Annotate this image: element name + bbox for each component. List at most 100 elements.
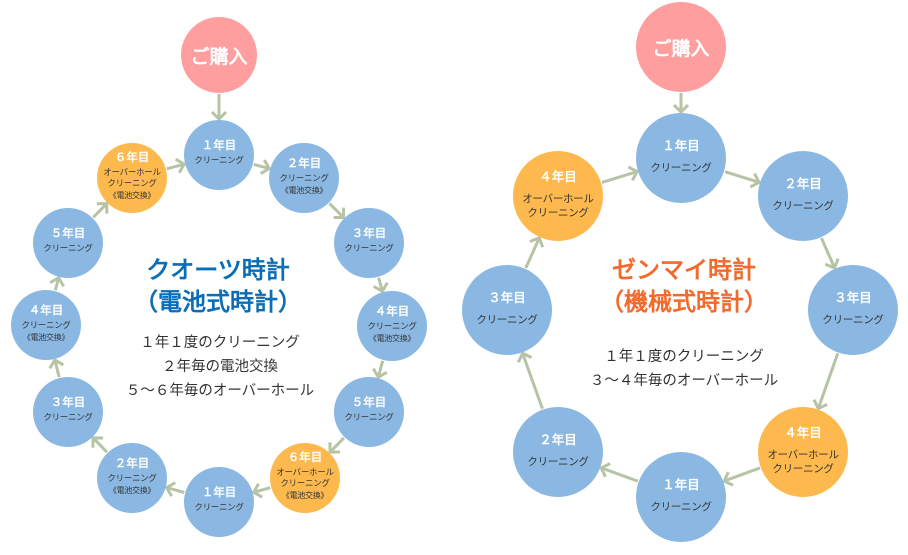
node-task-label: クリーニング (527, 207, 589, 219)
quartz-purchase-node: ご購入 (181, 17, 257, 93)
node-task-label: クリーニング (344, 413, 394, 423)
quartz-desc-line: ５～６年毎のオーバーホール (125, 383, 315, 399)
node-task-label: 《電池交換》 (108, 191, 156, 200)
arrow-head (328, 442, 340, 454)
node-year-label: １年目 (662, 138, 700, 153)
arrow-head (91, 436, 103, 448)
node-year-label: １年目 (201, 138, 237, 152)
arrow-head (210, 110, 228, 122)
node-year-label: ３年目 (488, 290, 526, 305)
arrow-line (524, 237, 541, 269)
quartz-desc-line: １年１度のクリーニング (140, 335, 300, 351)
arrow-line (328, 436, 346, 454)
node-year-label: ４年目 (784, 425, 822, 440)
arrow-head (372, 367, 388, 380)
quartz-year-node: １年目クリーニング (184, 120, 254, 190)
node-task-label: クリーニング (280, 479, 330, 489)
node-year-label: ５年目 (351, 395, 387, 409)
arrow-line (53, 277, 61, 291)
node-task-label: クリーニング (344, 244, 394, 254)
arrow-head (48, 357, 65, 370)
node-task-label: クリーニング (650, 501, 712, 513)
node-year-label: ２年目 (114, 455, 150, 470)
arrow-line (91, 436, 109, 454)
node-task-label: クリーニング (194, 156, 244, 166)
node-task-label: クリーニング (107, 179, 157, 189)
quartz-year-node: ３年目クリーニング (33, 377, 103, 447)
node-task-label: 《電池交換》 (368, 333, 416, 343)
arrow-line (253, 162, 270, 171)
quartz-year-node: ２年目クリーニング 《電池交換》 (97, 443, 167, 513)
quartz-title-line2: （電池式時計） (134, 288, 302, 316)
node-task-label: 《電池交換》 (22, 332, 70, 342)
arrow-line (328, 202, 345, 219)
arrow-head (627, 165, 640, 182)
node-task-label: クリーニング (367, 321, 417, 332)
mechanical-desc-line: ３～４年毎のオーバーホール (589, 373, 779, 389)
mechanical-description: １年１度のクリーニング ３～４年毎のオーバーホール (590, 345, 778, 393)
node-year-label: ３年目 (351, 226, 387, 240)
arrow-head (164, 481, 177, 497)
quartz-year-node: ４年目 クリーニング 《電池交換》 (357, 291, 427, 361)
arrow-head (251, 482, 264, 499)
mechanical-desc-line: １年１度のクリーニング (604, 349, 764, 365)
node-year-label: ２年目 (784, 176, 822, 191)
node-task-label: 《電池交換》 (280, 185, 328, 195)
node-year-label: １年目 (662, 477, 700, 492)
quartz-desc-line: ２年毎の電池交換 (161, 359, 278, 375)
node-task-label: クリーニング (772, 200, 834, 212)
arrow-head (96, 202, 109, 214)
quartz-year-node: ５年目 クリーニング (33, 208, 103, 278)
quartz-title-line1: クオーツ時計 (146, 256, 290, 284)
mechanical-year-node: １年目クリーニング (636, 452, 726, 542)
node-task-label: クリーニング (21, 320, 71, 331)
node-year-label: ２年目 (286, 155, 322, 170)
arrow-head (599, 462, 611, 478)
quartz-year-node: ５年目クリーニング (334, 377, 404, 447)
mechanical-year-node: ２年目クリーニング (758, 151, 848, 241)
arrow-line (253, 486, 271, 494)
arrow-head (174, 157, 187, 174)
node-task-label: オーバーホール (103, 168, 161, 178)
mechanical-purchase-node: ご購入 (636, 2, 726, 92)
node-task-label: オーバーホール (522, 193, 594, 205)
quartz-title: クオーツ時計 （電池式時計） (134, 254, 302, 318)
node-task-label: 《電池交換》 (108, 485, 156, 495)
arrow-line (53, 359, 61, 378)
arrow-head (49, 275, 65, 288)
arrow-head (812, 399, 828, 411)
node-task-label: クリーニング (650, 162, 712, 174)
mechanical-title-line1: ゼンマイ時計 (612, 256, 756, 284)
node-year-label: ３年目 (50, 395, 86, 409)
node-task-label: クリーニング (476, 314, 538, 326)
node-task-label: クリーニング (527, 456, 589, 468)
node-task-label: クリーニング (43, 413, 93, 423)
node-task-label: クリーニング (772, 463, 834, 475)
arrow-line (820, 237, 836, 269)
quartz-description: １年１度のクリーニング ２年毎の電池交換 ５～６年毎のオーバーホール (126, 331, 314, 403)
node-task-label: オーバーホール (276, 468, 334, 478)
mechanical-year-node: ４年目 オーバーホール クリーニング (758, 407, 848, 497)
arrow-line (723, 466, 761, 483)
node-year-label: ６年目 (114, 150, 150, 164)
arrow-line (816, 352, 840, 410)
arrow-head (516, 351, 533, 363)
node-year-label: ３年目 (834, 290, 872, 305)
quartz-year-node: ６年目オーバーホール クリーニング 《電池交換》 (97, 143, 167, 213)
arrow-line (166, 162, 185, 171)
node-year-label: ６年目 (287, 450, 323, 464)
arrow-line (724, 170, 760, 184)
mechanical-title-line2: （機械式時計） (600, 288, 768, 316)
mechanical-year-node: ３年目クリーニング (462, 265, 552, 355)
arrow-line (92, 202, 108, 219)
mechanical-year-node: １年目クリーニング (636, 113, 726, 203)
node-year-label: ５年目 (50, 226, 86, 240)
node-year-label: ２年目 (539, 432, 577, 447)
quartz-year-node: １年目 クリーニング (184, 467, 254, 537)
node-task-label: クリーニング (107, 473, 157, 484)
node-task-label: 《電池交換》 (281, 491, 329, 500)
arrow-line (166, 486, 185, 494)
quartz-year-node: ３年目クリーニング (334, 208, 404, 278)
arrow-head (529, 236, 545, 248)
